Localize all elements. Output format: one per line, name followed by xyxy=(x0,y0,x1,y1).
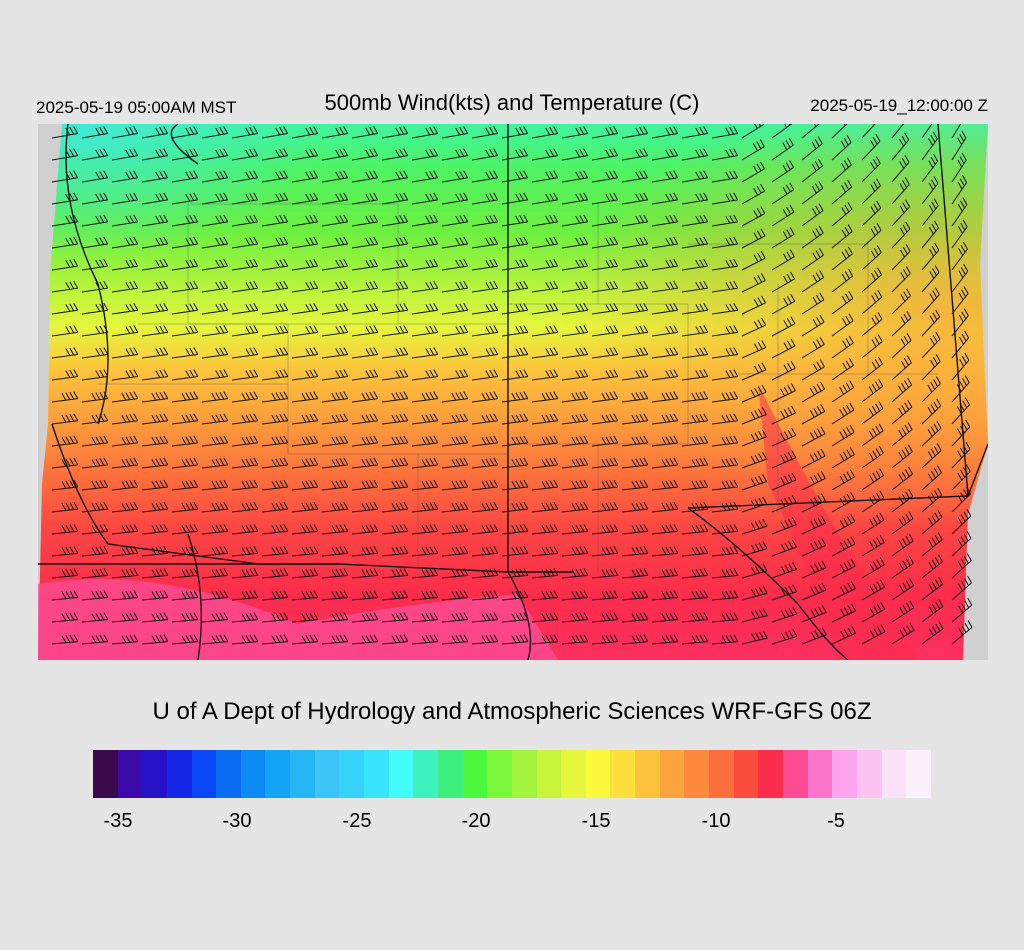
colorbar-swatch xyxy=(906,750,931,798)
colorbar-swatch xyxy=(561,750,586,798)
colorbar-swatch xyxy=(536,750,562,798)
colorbar-swatch xyxy=(388,750,414,798)
county-lines xyxy=(98,203,938,572)
temperature-colorbar xyxy=(93,750,931,798)
colorbar-swatch xyxy=(413,750,438,798)
colorbar-swatch xyxy=(216,750,241,798)
colorbar-tick-label: -30 xyxy=(222,810,252,832)
colorbar-swatch xyxy=(339,750,365,798)
valid-time-local: 2025-05-19 05:00AM MST xyxy=(36,98,237,117)
colorbar-tick-label: -35 xyxy=(103,810,133,832)
valid-time-utc: 2025-05-19_12:00:00 Z xyxy=(810,96,988,115)
colorbar-swatch xyxy=(659,750,685,798)
colorbar-tick-label: -10 xyxy=(701,810,731,832)
colorbar-swatch xyxy=(635,750,660,798)
colorbar-swatch xyxy=(437,750,463,798)
colorbar-swatch xyxy=(240,750,266,798)
colorbar-swatch xyxy=(166,750,192,798)
colorbar-tick-label: -25 xyxy=(342,810,372,832)
colorbar-swatch xyxy=(758,750,783,798)
colorbar-swatch xyxy=(364,750,389,798)
colorbar-swatch xyxy=(93,750,118,798)
colorbar-tick-label: -5 xyxy=(827,810,845,832)
colorbar-tick-label: -20 xyxy=(461,810,491,832)
colorbar-swatch xyxy=(265,750,291,798)
colorbar-swatch xyxy=(511,750,537,798)
wind-barbs xyxy=(51,124,973,645)
colorbar-swatch xyxy=(610,750,636,798)
colorbar-swatch xyxy=(290,750,315,798)
colorbar-tick-label: -15 xyxy=(581,810,611,832)
colorbar-swatch xyxy=(709,750,734,798)
colorbar-swatch xyxy=(117,750,143,798)
colorbar-swatch xyxy=(684,750,710,798)
colorbar-swatch xyxy=(191,750,217,798)
colorbar-swatch xyxy=(832,750,857,798)
credit-line: U of A Dept of Hydrology and Atmospheric… xyxy=(152,698,872,725)
colorbar-ticks: -35 -30 -25 -20 -15 -10 -5 xyxy=(0,810,1024,840)
colorbar-swatch xyxy=(807,750,833,798)
colorbar-swatch xyxy=(881,750,907,798)
colorbar-swatch xyxy=(585,750,611,798)
colorbar-swatch xyxy=(856,750,882,798)
colorbar-swatch xyxy=(314,750,340,798)
colorbar-swatch xyxy=(487,750,512,798)
colorbar-swatch xyxy=(142,750,167,798)
colorbar-swatch xyxy=(782,750,808,798)
colorbar-swatch xyxy=(733,750,759,798)
map-title: 500mb Wind(kts) and Temperature (C) xyxy=(324,90,700,115)
colorbar-swatch xyxy=(462,750,488,798)
temperature-wind-map xyxy=(38,124,988,660)
